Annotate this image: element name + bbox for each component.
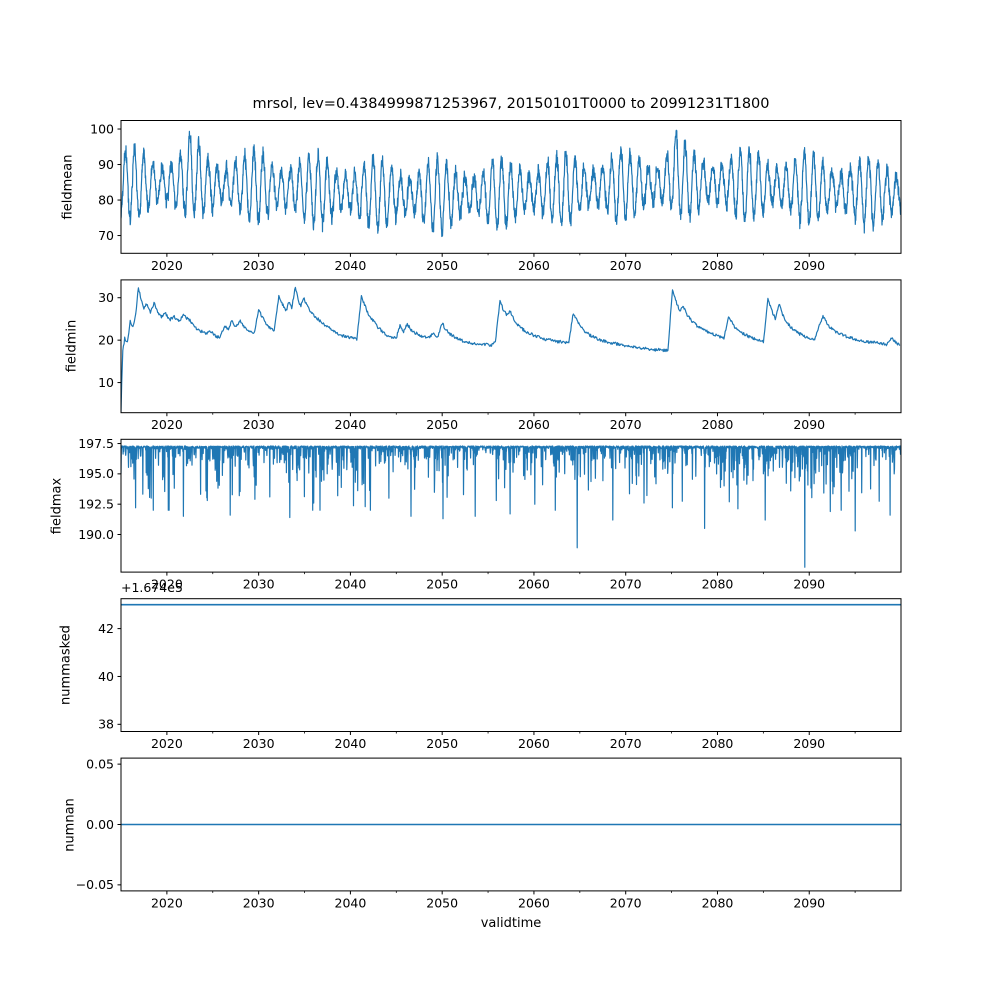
y-ticks: 10 20 30 (98, 290, 121, 390)
y-tick-label: 38 (98, 717, 114, 732)
y-tick-label: 0.05 (86, 756, 114, 771)
x-tick-label: 2020 (151, 417, 183, 432)
subplot-fieldmax: 190.0 192.5 195.0 197.5 2020 2030 2040 2050 2060… (78, 436, 902, 592)
x-tick-label: 2040 (335, 258, 367, 273)
x-tick-label: 2020 (151, 258, 183, 273)
axes-frame (120, 438, 902, 573)
x-tick-label: 2080 (702, 895, 734, 910)
x-tick-label: 2040 (335, 895, 367, 910)
x-tick-label: 2070 (610, 577, 642, 592)
y-tick-label: 80 (98, 192, 114, 207)
y-tick-label: 192.5 (78, 496, 114, 511)
x-tick-label: 2070 (610, 417, 642, 432)
ylabel-fieldmean: fieldmean (60, 154, 76, 220)
series-line-fieldmean (121, 129, 901, 238)
y-tick-label: 40 (98, 669, 114, 684)
x-tick-label: 2050 (426, 417, 458, 432)
x-tick-label: 2050 (426, 895, 458, 910)
x-tick-label: 2020 (151, 895, 183, 910)
ylabel-fieldmin: fieldmin (64, 320, 80, 373)
y-ticks: 190.0 192.5 195.0 197.5 (78, 436, 121, 542)
x-ticks: 2020 2030 2040 2050 2060 2070 2080 2090 (151, 572, 856, 592)
x-tick-label: 2030 (243, 895, 275, 910)
x-tick-label: 2040 (335, 736, 367, 751)
y-tick-label: 10 (98, 375, 114, 390)
y-ticks: 38 40 42 (98, 621, 121, 732)
x-tick-label: 2090 (793, 895, 825, 910)
x-tick-label: 2060 (518, 577, 550, 592)
x-ticks: 2020 2030 2040 2050 2060 2070 2080 2090 (151, 731, 856, 751)
ylabel-nummasked: nummasked (58, 625, 74, 706)
y-tick-label: 195.0 (78, 466, 114, 481)
y-tick-label: −0.05 (76, 877, 114, 892)
y-tick-label: 100 (90, 121, 114, 136)
x-tick-label: 2090 (793, 417, 825, 432)
y-tick-label: 0.00 (86, 817, 114, 832)
x-tick-label: 2040 (335, 417, 367, 432)
x-tick-label: 2060 (518, 736, 550, 751)
series-line-fieldmin (121, 286, 901, 413)
x-tick-label: 2030 (243, 736, 275, 751)
x-tick-label: 2050 (426, 258, 458, 273)
x-tick-label: 2080 (702, 736, 734, 751)
x-tick-label: 2080 (702, 417, 734, 432)
y-tick-label: 70 (98, 228, 114, 243)
axes-frame (120, 757, 902, 892)
y-tick-label: 30 (98, 290, 114, 305)
y-tick-label: 20 (98, 332, 114, 347)
x-tick-label: 2060 (518, 417, 550, 432)
x-tick-label: 2030 (243, 258, 275, 273)
x-tick-label: 2040 (335, 577, 367, 592)
x-tick-label: 2070 (610, 258, 642, 273)
x-tick-label: 2070 (610, 736, 642, 751)
y-ticks: 70 80 90 100 (90, 121, 121, 243)
subplot-nummasked: 38 40 42 2020 2030 2040 2050 2060 2070 2080 2090 (98, 598, 902, 751)
x-tick-label: 2030 (243, 577, 275, 592)
x-tick-label: 2090 (793, 577, 825, 592)
ylabel-fieldmax: fieldmax (49, 477, 65, 534)
y-tick-label: 42 (98, 621, 114, 636)
y-tick-label: 90 (98, 157, 114, 172)
axes-frame (120, 598, 902, 733)
x-tick-label: 2060 (518, 258, 550, 273)
x-tick-label: 2090 (793, 736, 825, 751)
y-tick-label: 190.0 (78, 527, 114, 542)
y-ticks: −0.05 0.00 0.05 (76, 756, 121, 892)
y-axis-offset-text: +1.674e5 (121, 580, 183, 595)
x-axis-label: validtime (480, 916, 542, 931)
series-line-fieldmax (121, 445, 901, 568)
x-tick-label: 2050 (426, 577, 458, 592)
axes-frame (120, 120, 902, 254)
x-tick-label: 2020 (151, 736, 183, 751)
figure-title: mrsol, lev=0.4384999871253967, 20150101T… (252, 96, 770, 112)
x-ticks: 2020 2030 2040 2050 2060 2070 2080 2090 (151, 890, 856, 910)
x-ticks: 2020 2030 2040 2050 2060 2070 2080 2090 (151, 412, 856, 432)
x-tick-label: 2090 (793, 258, 825, 273)
subplot-fieldmean: 70 80 90 100 2020 2030 2040 2050 2060 2070 2080 209… (90, 120, 902, 273)
x-tick-label: 2080 (702, 258, 734, 273)
x-ticks: 2020 2030 2040 2050 2060 2070 2080 2090 (151, 253, 856, 273)
ylabel-numnan: numnan (62, 797, 78, 852)
axes-frame (120, 279, 902, 414)
x-tick-label: 2020 (151, 577, 183, 592)
x-tick-label: 2030 (243, 417, 275, 432)
x-tick-label: 2060 (518, 895, 550, 910)
y-tick-label: 197.5 (78, 436, 114, 451)
x-tick-label: 2080 (702, 577, 734, 592)
subplot-numnan: −0.05 0.00 0.05 2020 2030 2040 2050 2060 2070 208… (76, 756, 902, 910)
x-tick-label: 2070 (610, 895, 642, 910)
x-tick-label: 2050 (426, 736, 458, 751)
